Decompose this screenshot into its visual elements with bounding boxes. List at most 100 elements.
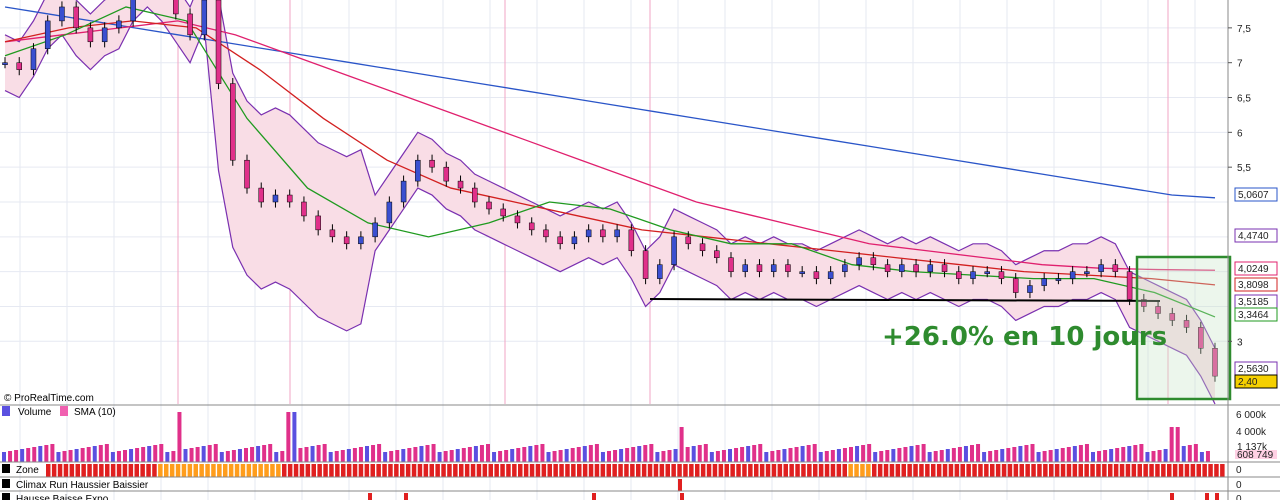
candle-body	[415, 159, 421, 182]
candle-body	[856, 257, 862, 265]
zone-bar	[211, 464, 216, 477]
zone-bar	[547, 464, 552, 477]
zone-bar	[883, 464, 889, 477]
volume-tick-label: 6 000k	[1236, 410, 1267, 421]
candle-body	[1041, 278, 1047, 286]
zone-bar	[1184, 464, 1190, 477]
zone-bar	[748, 464, 753, 477]
candle-body	[1126, 271, 1133, 300]
volume-bar	[588, 445, 593, 462]
zone-bar	[860, 464, 865, 477]
candle-body	[585, 229, 592, 238]
candle-body	[116, 20, 122, 29]
candle-body	[386, 201, 393, 224]
volume-bar	[389, 451, 394, 462]
volume-bar	[667, 450, 672, 462]
zone-bar	[1137, 464, 1142, 477]
volume-bar	[1097, 451, 1102, 462]
zone-bar	[594, 464, 600, 477]
zone-bar	[807, 464, 812, 477]
volume-bar	[951, 448, 956, 462]
volume-bar	[280, 451, 285, 462]
zone-bar	[329, 464, 334, 477]
zone-bar	[1060, 464, 1066, 477]
candle-body	[358, 236, 364, 245]
y-tick-label: 6	[1237, 128, 1243, 139]
zone-bar	[270, 464, 275, 477]
volume-bar	[32, 447, 37, 462]
volume-bar	[691, 446, 696, 462]
zone-bar	[624, 464, 629, 477]
y-tick-label: 5,5	[1237, 163, 1251, 174]
candle-body	[1212, 348, 1218, 377]
highlight-box	[1135, 255, 1232, 401]
volume-bar	[855, 446, 860, 462]
volume-bar	[413, 447, 418, 462]
volume-bar	[92, 446, 97, 462]
zone-bar	[954, 464, 960, 477]
volume-bar	[1193, 444, 1198, 462]
volume-bar	[812, 444, 817, 462]
volume-bar	[504, 450, 509, 462]
volume-legend-label: Volume	[18, 407, 52, 418]
zone-bar	[942, 464, 948, 477]
zone-bar	[140, 464, 145, 477]
zone-bar	[429, 464, 434, 477]
candle-body	[30, 48, 37, 70]
volume-bar	[231, 450, 236, 462]
zone-bar	[671, 464, 676, 477]
price-badge	[1234, 261, 1278, 276]
volume-bar	[788, 448, 793, 462]
zone-bar	[818, 464, 824, 477]
zone-bar	[730, 464, 735, 477]
volume-bar	[1175, 427, 1180, 462]
zone-bar	[1119, 464, 1125, 477]
zone-bar	[110, 464, 116, 477]
zone-bar	[647, 464, 653, 477]
candle-body	[685, 236, 692, 245]
zone-bar	[913, 464, 918, 477]
zone-bar	[1214, 464, 1219, 477]
volume-bar	[274, 452, 279, 462]
volume-bar	[492, 452, 497, 462]
zone-bar	[877, 464, 883, 477]
volume-bar	[407, 448, 412, 462]
candle-body	[628, 229, 635, 252]
zone-bar	[81, 464, 86, 477]
zone-bar	[1167, 464, 1172, 477]
zone-bar	[1049, 464, 1054, 477]
zone-bar	[577, 464, 582, 477]
candle-body	[286, 194, 293, 203]
zone-bar	[282, 464, 287, 477]
candle-body	[884, 264, 891, 272]
candle-body	[699, 243, 706, 252]
zone-bar	[1220, 464, 1225, 477]
zone-bar	[1078, 464, 1083, 477]
candle-body	[1169, 313, 1176, 321]
volume-bar	[165, 452, 170, 462]
zone-bar	[777, 464, 783, 477]
candle-body	[1084, 271, 1090, 274]
zone-bar	[1084, 464, 1089, 477]
volume-bar	[643, 445, 648, 462]
volume-bar	[486, 444, 490, 462]
zone-bar	[116, 464, 122, 477]
volume-bar	[237, 449, 242, 462]
zone-bar	[482, 464, 488, 477]
zone-bar	[105, 464, 110, 477]
candle-body	[44, 20, 51, 50]
volume-bar	[147, 446, 152, 462]
volume-bar	[219, 452, 224, 462]
zone-bar	[889, 464, 895, 477]
zone-bar	[470, 464, 476, 477]
zone-bar	[305, 464, 311, 477]
price-badge-label: 3,5185	[1238, 297, 1269, 308]
volume-bar	[933, 451, 938, 462]
zone-bar	[494, 464, 499, 477]
candle-body	[1198, 327, 1204, 349]
volume-bar	[746, 446, 751, 462]
hausse-bar	[1170, 493, 1174, 500]
volume-bar	[1072, 446, 1077, 462]
volume-bar	[1103, 450, 1108, 462]
volume-bar	[322, 444, 327, 462]
